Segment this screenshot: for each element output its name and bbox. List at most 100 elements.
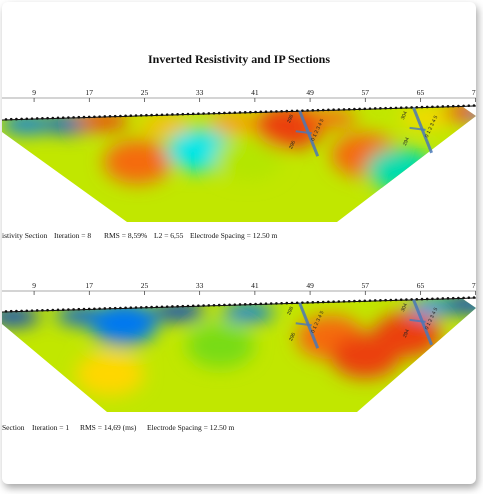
ip-tick-label: 25 [141,281,149,290]
ip-electrode [108,307,112,310]
resistivity-electrode [155,113,159,117]
ip-electrode [431,297,434,301]
resistivity-electrode [290,109,294,113]
resistivity-anomaly-3 [103,139,172,184]
resistivity-electrode [56,116,60,120]
resistivity-caption-part: RMS = 8,59% [104,231,148,240]
resistivity-electrode [103,115,107,118]
resistivity-anomaly-2 [77,112,130,131]
ip-electrode [4,310,8,313]
ip-electrode [269,302,273,305]
resistivity-electrode [405,106,408,109]
resistivity-electrode [384,106,387,110]
resistivity-electrode [35,117,39,120]
resistivity-electrode [217,111,221,115]
resistivity-electrode [295,109,299,113]
ip-electrode [82,307,86,311]
ip-electrode [41,309,44,312]
ip-electrode [446,297,450,300]
resistivity-electrode [285,109,289,113]
resistivity-electrode [264,110,268,114]
resistivity-electrode [46,116,49,120]
resistivity-tick-label: 41 [251,88,259,97]
ip-electrode [420,297,424,301]
resistivity-electrode [30,117,34,120]
ip-electrode [119,306,122,310]
ip-electrode [337,300,341,303]
resistivity-body [2,106,476,222]
resistivity-electrode [249,110,252,114]
resistivity-electrode [145,113,148,117]
resistivity-electrode [342,108,346,111]
resistivity-electrode [254,110,257,114]
resistivity-electrode [191,112,195,116]
ip-electrode [72,308,75,311]
resistivity-section: 917253341495765732982960 1 2 3 4 5304294… [2,88,476,222]
resistivity-electrode [457,104,460,108]
ip-electrode [103,307,107,310]
ip-borehole-label: 296 [288,332,297,342]
ip-tick-label: 41 [251,281,259,290]
resistivity-electrode [67,116,70,119]
ip-electrode [186,304,190,308]
resistivity-electrode [98,115,101,118]
ip-tick-label: 73 [472,281,476,290]
ip-electrode [243,303,247,306]
sections-canvas: 917253341495765732982960 1 2 3 4 5304294… [2,88,476,412]
ip-electrode [98,307,101,310]
resistivity-electrode [72,116,75,119]
resistivity-electrode [410,106,413,109]
ip-anomaly-11 [442,298,476,314]
ip-electrode [15,309,18,313]
resistivity-tick-label: 33 [196,88,204,97]
resistivity-electrode [280,109,283,113]
resistivity-electrode [431,105,434,109]
ip-electrode [56,308,60,312]
ip-electrode [441,297,445,300]
resistivity-anomaly-4 [139,116,192,135]
resistivity-electrode [358,107,361,111]
resistivity-electrode [363,107,367,111]
ip-electrode [373,299,377,302]
ip-electrode [290,301,294,305]
resistivity-electrode [160,113,164,117]
resistivity-electrode [306,109,309,112]
ip-borehole-label: 294 [402,328,411,338]
ip-electrode [20,309,23,313]
resistivity-electrode [275,110,278,113]
resistivity-electrode [124,114,127,118]
ip-electrode [46,308,49,312]
resistivity-electrode [4,118,8,121]
ip-electrode [384,298,387,302]
ip-electrode [124,306,127,310]
ip-anomaly-6 [221,303,274,322]
ip-electrode [165,305,169,308]
resistivity-electrode [311,109,315,112]
resistivity-anomaly-9 [304,109,357,128]
ip-electrode [394,298,398,302]
ip-tick-label: 33 [196,281,204,290]
ip-anomaly-5 [186,323,255,368]
resistivity-electrode [233,111,237,114]
resistivity-electrode [25,117,29,121]
resistivity-electrode [353,107,356,111]
ip-anomaly-0 [2,307,40,326]
ip-electrode [321,300,325,304]
ip-electrode [347,299,351,303]
ip-electrode [462,296,465,300]
ip-borehole-label: 298 [286,306,295,316]
ip-electrode [264,302,268,306]
ip-electrode [368,299,372,302]
resistivity-caption-part: L2 = 6,55 [154,231,184,240]
ip-electrode [379,299,382,302]
resistivity-electrode [134,114,138,117]
ip-electrode [295,301,299,305]
resistivity-electrode [301,109,304,112]
ip-electrode [171,305,174,308]
ip-electrode [425,297,429,301]
resistivity-electrode [436,105,439,108]
resistivity-electrode [332,108,335,112]
ip-electrode [212,303,216,307]
resistivity-electrode [139,114,143,117]
resistivity-electrode [347,107,351,111]
